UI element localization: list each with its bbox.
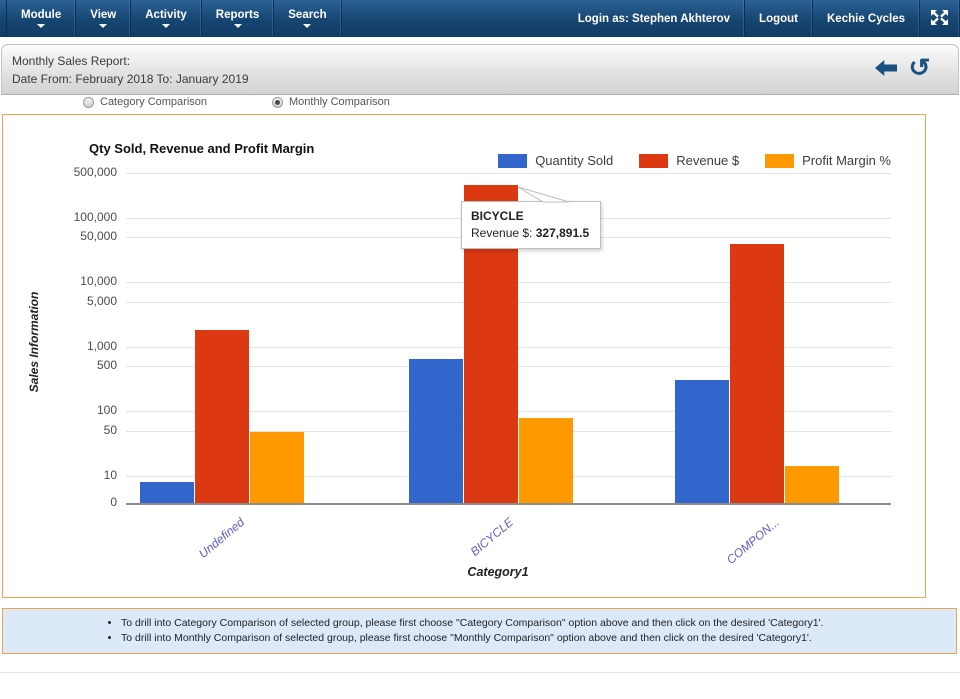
bar-revenue--compon-[interactable] — [729, 243, 784, 503]
refresh-button[interactable]: ↺ — [908, 54, 931, 82]
back-button[interactable] — [875, 60, 898, 76]
nav-spacer — [342, 0, 564, 37]
y-tick-label: 1,000 — [86, 338, 117, 353]
chevron-down-icon — [233, 24, 242, 28]
y-tick-label: 500,000 — [73, 164, 117, 179]
legend-label: Profit Margin % — [802, 153, 891, 168]
legend-swatch — [765, 153, 795, 168]
radio-option-category-comparison[interactable]: Category Comparison — [83, 96, 207, 108]
chart-legend: Quantity Sold Revenue $ Profit Margin % — [498, 153, 891, 168]
nav-menu-group: Module View Activity Reports Search — [0, 0, 342, 37]
nav-menu-search[interactable]: Search — [274, 0, 342, 37]
note-item: To drill into Category Comparison of sel… — [121, 616, 946, 631]
tooltip-category: BICYCLE — [471, 209, 524, 223]
report-date-range: Date From: February 2018 To: January 201… — [12, 72, 249, 86]
comparison-radio-group: Category Comparison Monthly Comparison — [0, 96, 960, 114]
radio-icon — [272, 96, 283, 108]
y-tick-label: 5,000 — [86, 293, 117, 308]
nav-menu-view[interactable]: View — [76, 0, 132, 37]
note-item: To drill into Monthly Comparison of sele… — [121, 631, 946, 646]
notes-list: To drill into Category Comparison of sel… — [121, 616, 946, 646]
y-tick-label: 0 — [110, 495, 117, 509]
chevron-down-icon — [162, 24, 171, 28]
bar-revenue--undefined[interactable] — [194, 330, 249, 503]
bar-quantity-sold-bicycle[interactable] — [408, 358, 463, 503]
refresh-icon: ↺ — [908, 54, 931, 82]
chevron-down-icon — [303, 24, 312, 28]
x-category-label-compon-[interactable]: COMPON... — [723, 515, 782, 567]
legend-label: Revenue $ — [676, 153, 740, 168]
y-tick-label: 500 — [96, 358, 117, 373]
nav-menu-label: Activity — [145, 9, 187, 21]
nav-menu-module[interactable]: Module — [6, 0, 77, 37]
bar-profit-margin--compon-[interactable] — [784, 466, 839, 503]
brand-button[interactable]: Kechie Cycles — [813, 0, 920, 37]
radio-option-monthly-comparison[interactable]: Monthly Comparison — [272, 96, 390, 108]
legend-entry-quantity-sold: Quantity Sold — [498, 153, 613, 168]
tooltip-value: 327,891.5 — [535, 226, 590, 240]
chevron-down-icon — [99, 24, 108, 28]
expand-icon — [930, 9, 949, 29]
y-tick-label: 10,000 — [80, 274, 117, 289]
nav-menu-reports[interactable]: Reports — [202, 0, 275, 37]
fullscreen-button[interactable] — [920, 0, 960, 37]
y-tick-label: 50,000 — [80, 229, 117, 244]
bar-profit-margin--bicycle[interactable] — [518, 417, 573, 503]
report-title: Monthly Sales Report: — [12, 54, 131, 68]
gridline — [126, 172, 891, 174]
nav-menu-label: Search — [288, 9, 327, 21]
chart-panel: Qty Sold, Revenue and Profit Margin Quan… — [2, 114, 926, 598]
legend-entry-profit-margin-: Profit Margin % — [765, 153, 891, 168]
y-tick-label: 50 — [103, 422, 117, 437]
y-tick-label: 100,000 — [73, 209, 117, 224]
legend-swatch — [639, 153, 669, 168]
login-as-label: Login as: Stephen Akhterov — [564, 0, 746, 37]
back-arrow-icon — [875, 60, 898, 76]
chart-title: Qty Sold, Revenue and Profit Margin — [89, 141, 315, 156]
top-nav: Module View Activity Reports Search Login as… — [0, 0, 960, 37]
y-tick-label: 10 — [103, 467, 117, 482]
y-tick-label: 100 — [96, 403, 117, 418]
x-axis-title: Category1 — [467, 565, 529, 579]
x-axis-baseline — [126, 503, 891, 505]
tooltip-series-label: Revenue $: — [471, 226, 533, 240]
chevron-down-icon — [37, 24, 46, 28]
tooltip-callout — [517, 186, 570, 203]
notes-box: To drill into Category Comparison of sel… — [2, 608, 957, 654]
chart-tooltip: BICYCLE Revenue $: 327,891.5 — [461, 201, 601, 249]
radio-icon — [83, 96, 94, 108]
bar-quantity-sold-compon-[interactable] — [674, 380, 729, 503]
legend-swatch — [498, 153, 528, 168]
bar-profit-margin--undefined[interactable] — [249, 432, 304, 503]
bar-quantity-sold-undefined[interactable] — [139, 481, 194, 503]
nav-menu-activity[interactable]: Activity — [131, 0, 202, 37]
legend-entry-revenue-: Revenue $ — [639, 153, 739, 168]
nav-menu-label: Reports — [215, 9, 260, 21]
radio-label: Monthly Comparison — [289, 96, 390, 108]
x-category-label-undefined[interactable]: Undefined — [196, 515, 247, 561]
x-category-label-bicycle[interactable]: BICYCLE — [467, 515, 516, 559]
logout-button[interactable]: Logout — [745, 0, 813, 37]
report-header: Monthly Sales Report: Date From: Februar… — [1, 44, 959, 95]
nav-menu-label: Module — [21, 9, 62, 21]
radio-label: Category Comparison — [100, 96, 207, 108]
page-bottom-divider — [0, 672, 960, 673]
nav-menu-label: View — [90, 9, 117, 21]
legend-label: Quantity Sold — [535, 153, 614, 168]
tooltip-value-line: Revenue $: 327,891.5 — [471, 226, 591, 240]
